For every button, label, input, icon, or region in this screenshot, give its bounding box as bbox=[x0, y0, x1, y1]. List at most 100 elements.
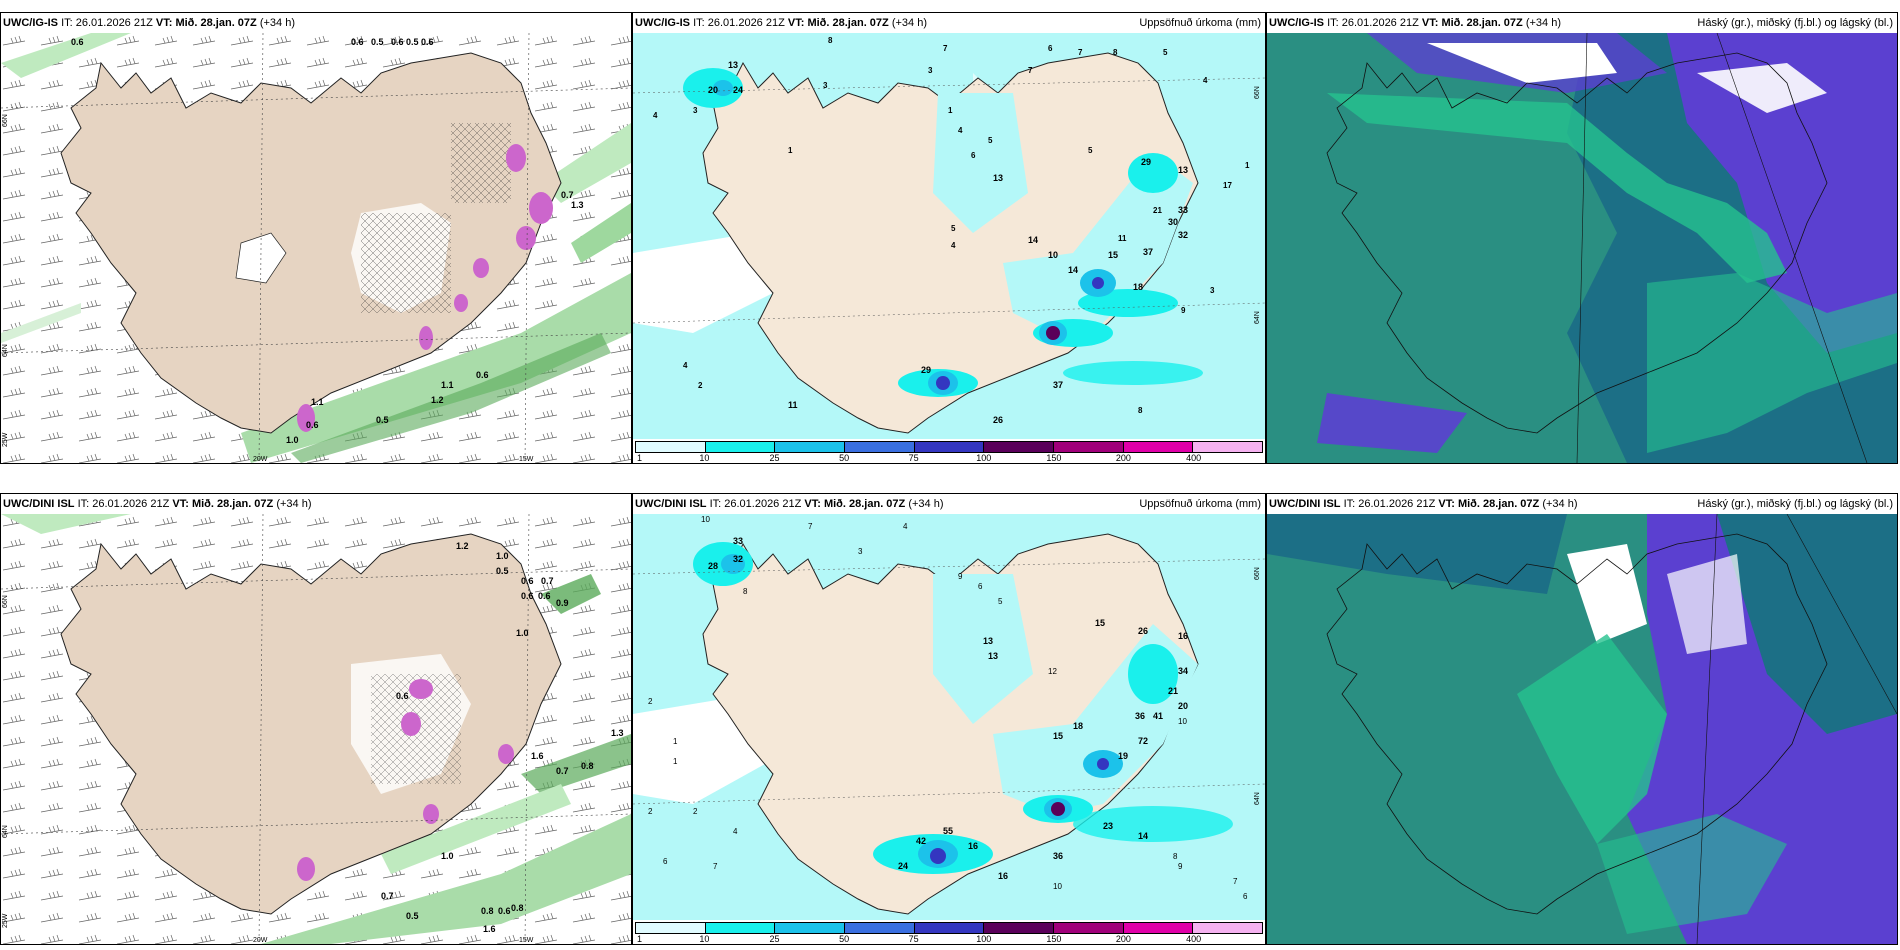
svg-text:1: 1 bbox=[673, 757, 678, 766]
cloud-map[interactable] bbox=[1267, 514, 1897, 944]
svg-text:1: 1 bbox=[948, 106, 953, 115]
svg-text:8: 8 bbox=[1138, 406, 1143, 415]
svg-text:0.8: 0.8 bbox=[481, 906, 494, 916]
svg-text:11: 11 bbox=[788, 400, 798, 410]
precip-labels: 8 7 6 7 8 5 7 3 4 4 3 13 20 24 3 4 1 1 5… bbox=[653, 36, 1250, 425]
panel-header: UWC/DINI ISL IT: 26.01.2026 21Z VT: Mið.… bbox=[1, 494, 631, 514]
wind-labels: 0.6 0.6 0.5 0.6 0.5 0.6 1.1 0.6 1.2 0.5 … bbox=[71, 37, 584, 445]
svg-text:21: 21 bbox=[1168, 686, 1178, 696]
wind-map[interactable]: 1.2 1.0 0.5 0.6 0.7 0.6 0.6 0.9 1.0 0.6 … bbox=[1, 514, 631, 944]
precip-colorbar: 1 10 25 50 75 100 150 200 400 bbox=[633, 920, 1265, 944]
svg-text:13: 13 bbox=[728, 60, 738, 70]
colorbar-tick: 75 bbox=[908, 453, 919, 463]
lead-time: (+34 h) bbox=[891, 17, 927, 29]
colorbar-tick: 100 bbox=[976, 453, 992, 463]
svg-text:37: 37 bbox=[1053, 380, 1063, 390]
colorbar-swatch bbox=[984, 923, 1055, 933]
colorbar-swatch bbox=[705, 442, 776, 452]
wind-panel-bottom: UWC/DINI ISL IT: 26.01.2026 21Z VT: Mið.… bbox=[0, 493, 632, 945]
svg-text:0.5: 0.5 bbox=[406, 911, 419, 921]
svg-text:66N: 66N bbox=[1254, 567, 1261, 580]
colorbar-tick: 400 bbox=[1186, 453, 1202, 463]
svg-text:64N: 64N bbox=[1254, 311, 1261, 324]
precip-map[interactable]: 10 7 4 3 33 32 28 8 2 1 9 6 5 13 12 13 1… bbox=[633, 514, 1265, 920]
svg-text:6: 6 bbox=[1243, 892, 1248, 901]
svg-text:0.7: 0.7 bbox=[541, 576, 554, 586]
colorbar-swatch bbox=[775, 442, 846, 452]
svg-text:64N: 64N bbox=[1254, 792, 1261, 805]
svg-text:32: 32 bbox=[733, 554, 743, 564]
colorbar-tick: 75 bbox=[908, 934, 919, 944]
svg-text:3: 3 bbox=[693, 106, 698, 115]
svg-text:12: 12 bbox=[1048, 667, 1057, 676]
lead-time: (+34 h) bbox=[908, 498, 944, 510]
colorbar-swatch bbox=[1193, 923, 1263, 933]
svg-text:14: 14 bbox=[1028, 235, 1038, 245]
it-label: IT: bbox=[77, 498, 90, 510]
vt-value: Mið. 28.jan. 07Z bbox=[191, 498, 274, 510]
svg-text:5: 5 bbox=[998, 597, 1003, 606]
panel-title: Uppsöfnuð úrkoma (mm) bbox=[1139, 498, 1261, 510]
lead-time: (+34 h) bbox=[1525, 17, 1561, 29]
svg-text:30: 30 bbox=[1168, 217, 1178, 227]
svg-text:10: 10 bbox=[1048, 250, 1058, 260]
panel-header: UWC/DINI ISL IT: 26.01.2026 21Z VT: Mið.… bbox=[1267, 494, 1897, 514]
it-value: 26.01.2026 21Z bbox=[75, 17, 153, 29]
svg-text:7: 7 bbox=[713, 862, 718, 871]
colorbar-swatch bbox=[984, 442, 1055, 452]
colorbar-tick: 1 bbox=[637, 453, 643, 463]
model-name: UWC/DINI ISL bbox=[1269, 498, 1341, 510]
vt-value: Mið. 28.jan. 07Z bbox=[1457, 498, 1540, 510]
svg-text:2: 2 bbox=[648, 807, 653, 816]
svg-text:20: 20 bbox=[708, 85, 718, 95]
panel-header: UWC/IG-IS IT: 26.01.2026 21Z VT: Mið. 28… bbox=[1267, 13, 1897, 33]
precip-map-svg: 10 7 4 3 33 32 28 8 2 1 9 6 5 13 12 13 1… bbox=[633, 514, 1265, 920]
cloud-map[interactable] bbox=[1267, 33, 1897, 463]
svg-text:1.0: 1.0 bbox=[496, 551, 509, 561]
colorbar-tick: 100 bbox=[976, 934, 992, 944]
colorbar-swatch bbox=[636, 923, 706, 933]
colorbar-tick: 150 bbox=[1046, 453, 1062, 463]
svg-text:9: 9 bbox=[958, 572, 963, 581]
svg-text:1.3: 1.3 bbox=[611, 728, 624, 738]
it-label: IT: bbox=[1343, 498, 1356, 510]
axis-labels: 66N 64N 25W 20W 15W bbox=[2, 114, 534, 463]
svg-text:55: 55 bbox=[943, 826, 953, 836]
svg-text:7: 7 bbox=[1233, 877, 1238, 886]
svg-text:5: 5 bbox=[1163, 48, 1168, 57]
precip-map[interactable]: 8 7 6 7 8 5 7 3 4 4 3 13 20 24 3 4 1 1 5… bbox=[633, 33, 1265, 439]
svg-text:16: 16 bbox=[968, 841, 978, 851]
it-value: 26.01.2026 21Z bbox=[1358, 498, 1436, 510]
svg-text:20: 20 bbox=[1178, 701, 1188, 711]
svg-text:0.6: 0.6 bbox=[498, 906, 511, 916]
svg-text:7: 7 bbox=[808, 522, 813, 531]
svg-text:37: 37 bbox=[1143, 247, 1153, 257]
svg-text:42: 42 bbox=[916, 836, 926, 846]
vt-value: Mið. 28.jan. 07Z bbox=[1441, 17, 1523, 29]
colorbar-tick: 200 bbox=[1115, 934, 1131, 944]
colorbar-tick: 10 bbox=[699, 934, 710, 944]
it-label: IT: bbox=[61, 17, 73, 29]
svg-text:2: 2 bbox=[693, 807, 698, 816]
svg-text:0.6: 0.6 bbox=[306, 420, 319, 430]
svg-text:33: 33 bbox=[733, 536, 743, 546]
svg-text:15: 15 bbox=[1108, 250, 1118, 260]
svg-text:3: 3 bbox=[858, 547, 863, 556]
svg-text:2: 2 bbox=[698, 381, 703, 390]
svg-text:8: 8 bbox=[743, 587, 748, 596]
panel-header: UWC/IG-IS IT: 26.01.2026 21Z VT: Mið. 28… bbox=[1, 13, 631, 33]
svg-text:4: 4 bbox=[903, 522, 908, 531]
svg-text:4: 4 bbox=[733, 827, 738, 836]
svg-text:1.0: 1.0 bbox=[441, 851, 454, 861]
svg-text:33: 33 bbox=[1178, 205, 1188, 215]
svg-text:0.6: 0.6 bbox=[476, 370, 489, 380]
wind-map[interactable]: 0.6 0.6 0.5 0.6 0.5 0.6 1.1 0.6 1.2 0.5 … bbox=[1, 33, 631, 463]
svg-text:4: 4 bbox=[958, 126, 963, 135]
vt-label: VT: bbox=[804, 498, 821, 510]
svg-text:4: 4 bbox=[951, 241, 956, 250]
svg-text:29: 29 bbox=[1141, 157, 1151, 167]
precip-panel-top: UWC/IG-IS IT: 26.01.2026 21Z VT: Mið. 28… bbox=[632, 12, 1266, 464]
vt-label: VT: bbox=[155, 17, 173, 29]
wind-shading bbox=[1, 33, 631, 463]
model-name: UWC/DINI ISL bbox=[635, 498, 707, 510]
